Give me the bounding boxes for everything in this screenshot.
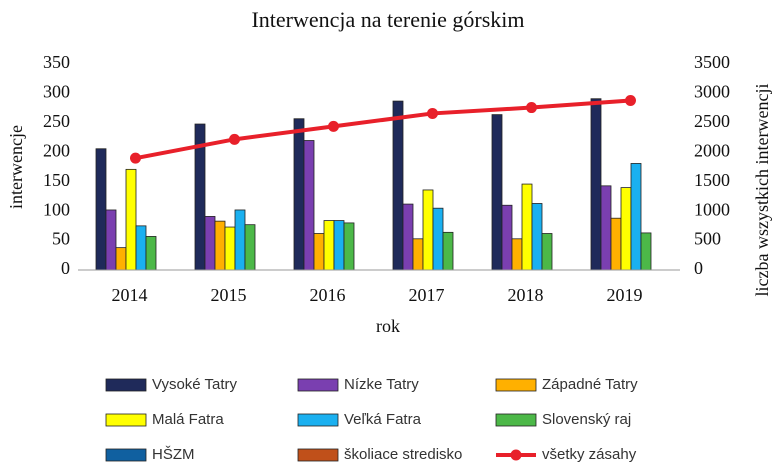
bar [135, 225, 147, 271]
legend-swatch [105, 378, 147, 392]
bar [105, 209, 117, 271]
bar [204, 216, 216, 271]
y-tick-label: 250 [43, 111, 70, 131]
legend-point [510, 449, 522, 461]
legend-label: všetky zásahy [542, 446, 637, 463]
x-tick-label: 2017 [409, 285, 445, 305]
bar [590, 98, 602, 271]
bar [244, 224, 256, 271]
y2-tick-label: 500 [694, 229, 721, 249]
bar [214, 220, 226, 271]
point [229, 133, 240, 145]
legend-label: HŠZM [152, 446, 195, 463]
bar [224, 226, 236, 271]
y-tick-label: 50 [52, 229, 70, 249]
bar [293, 118, 305, 271]
legend-swatch [297, 413, 339, 427]
bar [541, 233, 553, 271]
x-tick-label: 2014 [112, 285, 148, 305]
legend-label: Malá Fatra [152, 411, 224, 428]
bar [303, 140, 315, 271]
bar [630, 163, 642, 271]
bar [620, 187, 632, 271]
legend-label: školiace stredisko [344, 446, 462, 463]
bar [610, 217, 622, 271]
legend-swatch [105, 448, 147, 462]
y2-tick-label: 2500 [694, 111, 730, 131]
chart-title: Interwencja na terenie górskim [251, 7, 524, 32]
y-tick-label: 300 [43, 82, 70, 102]
point [328, 120, 339, 132]
bar [442, 231, 454, 271]
y-tick-label: 350 [43, 52, 70, 72]
y2-axis-label: liczba wszystkich interwencji [752, 84, 772, 297]
y2-tick-label: 2000 [694, 140, 730, 160]
bar [521, 183, 533, 271]
bar [600, 185, 612, 271]
y-tick-label: 150 [43, 170, 70, 190]
bar [432, 207, 444, 271]
bar [412, 238, 424, 271]
bar [95, 148, 107, 271]
y-tick-label: 100 [43, 199, 70, 219]
y-tick-label: 0 [61, 258, 70, 278]
legend-label: Vysoké Tatry [152, 376, 238, 393]
point [427, 107, 438, 119]
bar [511, 238, 523, 271]
bar [640, 232, 652, 271]
bar [333, 220, 345, 271]
line [135, 98, 631, 161]
bar [115, 247, 127, 271]
y2-tick-label: 3500 [694, 52, 730, 72]
y-tick-label: 200 [43, 140, 70, 160]
bar [234, 209, 246, 271]
x-tick-label: 2015 [211, 285, 247, 305]
legend-swatch [297, 378, 339, 392]
legend-label: Veľká Fatra [344, 411, 422, 428]
legend-swatch [495, 378, 537, 392]
bar [422, 189, 434, 271]
bar [313, 233, 325, 271]
bar [402, 203, 414, 271]
legend-swatch [495, 413, 537, 427]
bar [343, 222, 355, 271]
point [526, 102, 537, 114]
legend-label: Slovenský raj [542, 411, 631, 428]
legend-label: Západné Tatry [542, 376, 638, 393]
x-tick-label: 2016 [310, 285, 346, 305]
legend-label: Nízke Tatry [344, 376, 419, 393]
legend-swatch [105, 413, 147, 427]
legend-swatch [297, 448, 339, 462]
bar [531, 203, 543, 271]
point [130, 152, 141, 164]
y2-tick-label: 1000 [694, 199, 730, 219]
x-tick-label: 2018 [508, 285, 544, 305]
point [625, 94, 636, 106]
bar [491, 114, 503, 271]
y2-tick-label: 3000 [694, 82, 730, 102]
y2-tick-label: 1500 [694, 170, 730, 190]
bar [501, 204, 513, 271]
bar [125, 168, 137, 271]
bar [145, 236, 157, 271]
bar [323, 220, 335, 271]
x-tick-label: 2019 [607, 285, 643, 305]
x-axis-label: rok [376, 316, 400, 336]
bar [392, 100, 404, 271]
y2-tick-label: 0 [694, 258, 703, 278]
y-axis-label: interwencje [6, 125, 26, 209]
